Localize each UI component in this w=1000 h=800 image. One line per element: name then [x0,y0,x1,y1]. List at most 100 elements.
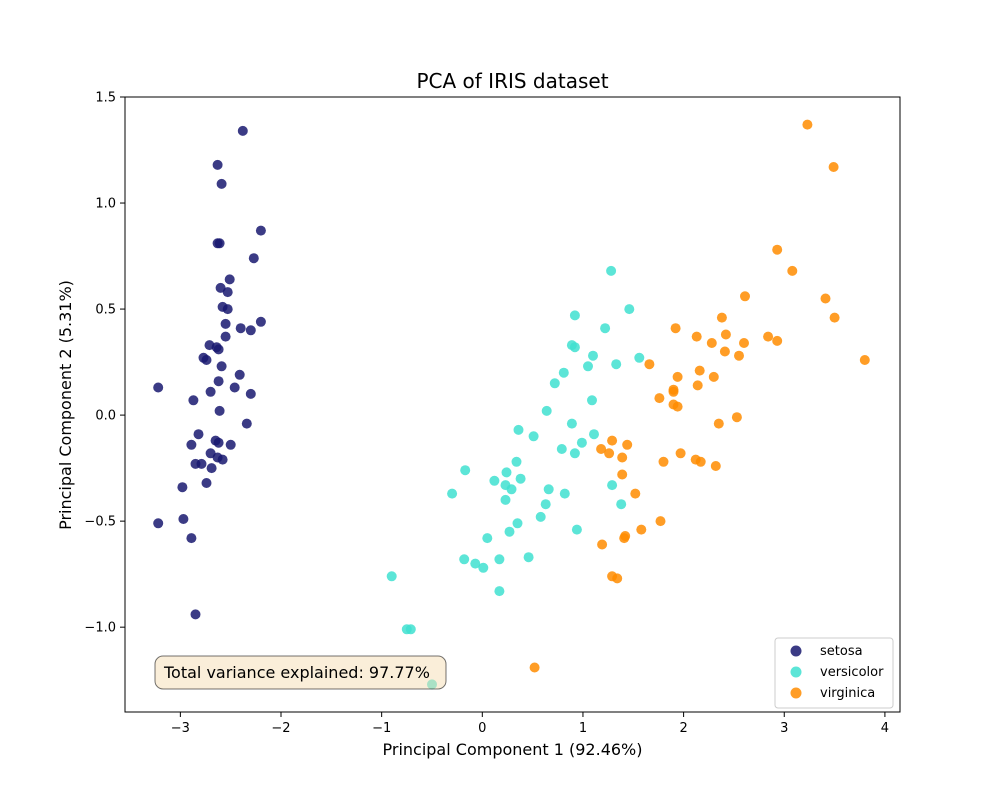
point-setosa-48 [190,609,201,620]
point-virginica-42 [655,516,666,527]
x-tick-label-3: 0 [478,721,486,736]
point-versicolor-19 [556,444,567,454]
point-setosa-15 [245,325,256,336]
x-tick-label-0: −3 [171,721,190,736]
x-tick-label-5: 2 [679,721,687,736]
point-virginica-33 [604,448,615,459]
point-versicolor-26 [607,480,618,491]
y-tick-label-2: 0.0 [95,409,116,424]
point-virginica-30 [607,435,618,446]
point-virginica-37 [695,456,706,467]
point-versicolor-42 [494,554,505,565]
point-virginica-9 [720,329,731,340]
point-versicolor-2 [569,310,580,321]
point-versicolor-14 [566,418,577,429]
point-versicolor-15 [513,424,524,435]
point-versicolor-5 [569,342,580,353]
point-virginica-7 [716,312,727,323]
legend-marker-virginica [790,687,802,699]
legend-marker-versicolor [790,666,802,678]
point-virginica-38 [658,456,669,467]
point-versicolor-8 [611,359,622,370]
x-tick-label-1: −2 [271,721,290,736]
point-virginica-4 [740,291,750,302]
point-versicolor-28 [506,484,517,495]
point-setosa-0 [237,125,248,136]
point-virginica-1 [828,162,839,172]
point-versicolor-40 [523,552,534,563]
point-versicolor-18 [576,437,587,448]
point-setosa-34 [213,437,224,448]
point-versicolor-46 [494,586,505,597]
point-virginica-13 [706,338,717,348]
point-virginica-41 [630,488,641,499]
point-virginica-5 [820,293,831,304]
point-setosa-13 [220,318,231,329]
point-versicolor-20 [569,448,580,459]
point-versicolor-48 [405,624,416,635]
point-versicolor-16 [589,429,599,440]
point-setosa-22 [216,361,227,372]
point-virginica-49 [529,662,540,673]
point-virginica-27 [672,401,683,412]
point-virginica-12 [772,335,783,346]
point-setosa-12 [255,316,266,327]
y-tick-label-0: −1.0 [84,621,116,636]
x-tick-label-2: −1 [372,721,391,736]
variance-annotation: Total variance explained: 97.77% [154,655,447,690]
point-virginica-28 [731,412,742,423]
point-virginica-6 [829,312,840,323]
point-setosa-30 [214,405,225,416]
point-virginica-15 [719,346,730,357]
point-versicolor-13 [541,405,552,416]
point-setosa-7 [224,274,235,285]
plot-frame [124,96,901,713]
point-virginica-32 [596,444,607,454]
x-tick-label-6: 3 [780,721,788,736]
x-tick-label-7: 4 [881,721,889,736]
point-setosa-5 [214,238,225,249]
chart-title: PCA of IRIS dataset [416,69,608,93]
ticks-layer: −3 −2 −1 0 1 2 3 4 −1.0 −0.5 0.0 0.5 1.0 1.5 [84,91,889,737]
point-setosa-1 [212,159,223,170]
point-virginica-11 [691,331,702,342]
data-points-layer [153,119,870,690]
point-virginica-22 [692,380,703,391]
point-setosa-31 [241,418,252,429]
point-versicolor-34 [616,499,627,510]
point-setosa-11 [222,304,233,315]
point-versicolor-37 [504,526,515,537]
point-versicolor-30 [447,488,458,499]
point-versicolor-31 [559,488,570,499]
legend-label-versicolor: versicolor [820,665,884,680]
point-setosa-26 [153,382,164,393]
point-versicolor-3 [600,323,611,334]
point-versicolor-9 [583,361,593,372]
point-setosa-45 [178,514,189,524]
legend-label-setosa: setosa [820,644,863,659]
point-setosa-43 [201,478,212,488]
point-setosa-36 [225,439,236,450]
legend-frame [774,637,894,709]
x-axis-label: Principal Component 1 (92.46%) [383,740,643,759]
point-versicolor-29 [543,484,554,495]
point-setosa-35 [186,439,197,450]
point-setosa-24 [213,376,224,387]
point-virginica-16 [734,350,744,361]
point-versicolor-35 [535,511,546,522]
point-versicolor-0 [606,265,617,276]
legend-marker-setosa [790,645,802,657]
point-setosa-28 [245,388,256,399]
point-setosa-16 [220,331,231,342]
point-virginica-40 [617,469,628,480]
point-versicolor-7 [634,352,645,363]
point-versicolor-11 [549,378,560,389]
point-virginica-46 [597,539,608,550]
point-virginica-8 [670,323,681,334]
point-virginica-31 [622,439,633,450]
point-setosa-39 [217,454,228,465]
point-versicolor-39 [482,533,493,544]
legend: setosa versicolor virginica [774,637,894,709]
point-setosa-23 [234,369,245,380]
point-setosa-9 [222,287,233,298]
